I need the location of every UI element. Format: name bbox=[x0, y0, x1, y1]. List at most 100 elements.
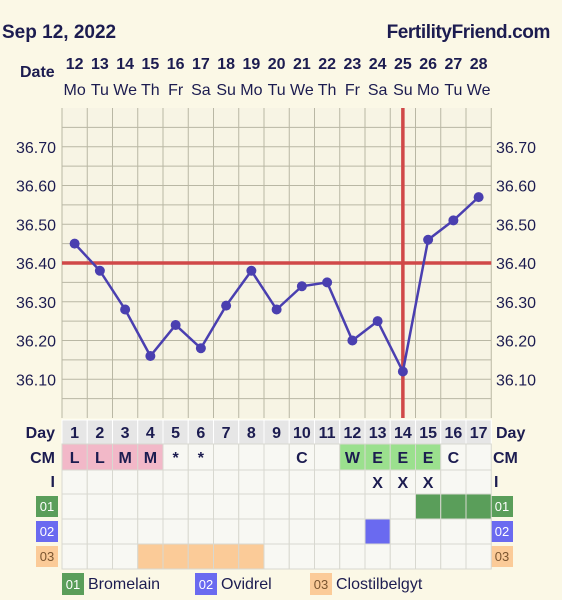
med-code-badge-left bbox=[36, 496, 58, 517]
y-tick-left: 36.30 bbox=[16, 295, 56, 312]
day-row-label: Day bbox=[26, 425, 55, 442]
cm-cell bbox=[364, 443, 391, 471]
med-code-left: 01 bbox=[40, 499, 54, 514]
temperature-point bbox=[246, 265, 257, 276]
date-label: 17 bbox=[192, 56, 210, 73]
y-tick-right: 36.60 bbox=[496, 179, 536, 196]
date-label: 14 bbox=[116, 56, 134, 73]
weekday-label: Mo bbox=[240, 82, 262, 99]
med-cell bbox=[187, 493, 214, 520]
med-cell bbox=[112, 493, 139, 520]
intercourse-cell bbox=[162, 469, 189, 495]
med-cell bbox=[213, 518, 240, 545]
weekday-label: Tu bbox=[444, 82, 462, 99]
weekday-label: Tu bbox=[91, 82, 109, 99]
med-code-right: 02 bbox=[495, 524, 509, 539]
date-label: 26 bbox=[419, 56, 437, 73]
cm-value: M bbox=[144, 450, 157, 467]
day-number: 2 bbox=[95, 425, 104, 442]
weekday-label: We bbox=[113, 82, 137, 99]
chart-date: Sep 12, 2022 bbox=[2, 22, 117, 43]
day-number: 14 bbox=[394, 425, 412, 442]
date-label: 16 bbox=[167, 56, 185, 73]
day-number: 11 bbox=[319, 425, 336, 442]
med-code-left: 03 bbox=[40, 549, 54, 564]
intercourse-cell bbox=[112, 469, 139, 495]
y-tick-right: 36.10 bbox=[496, 372, 536, 389]
weekday-label: Th bbox=[318, 82, 337, 99]
cm-value: * bbox=[173, 450, 180, 467]
day-cell bbox=[263, 419, 290, 445]
med-cell bbox=[339, 518, 366, 545]
med-cell bbox=[263, 493, 290, 520]
med-cell bbox=[440, 493, 467, 520]
day-number: 5 bbox=[171, 425, 180, 442]
date-label: 25 bbox=[394, 56, 412, 73]
med-cell bbox=[415, 493, 442, 520]
intercourse-cell bbox=[86, 469, 113, 495]
temperature-point bbox=[322, 277, 333, 288]
weekday-label: Fr bbox=[345, 82, 361, 99]
date-label: 12 bbox=[66, 56, 84, 73]
cm-cell bbox=[112, 443, 139, 471]
med-cell bbox=[61, 543, 88, 570]
legend-code: 03 bbox=[314, 577, 328, 592]
temperature-point bbox=[473, 192, 484, 203]
med-cell bbox=[465, 543, 492, 570]
day-number: 12 bbox=[343, 425, 361, 442]
intercourse-cell bbox=[314, 469, 341, 495]
date-label: 13 bbox=[91, 56, 109, 73]
med-cell bbox=[314, 543, 341, 570]
med-cell bbox=[213, 543, 240, 570]
med-cell bbox=[238, 543, 265, 570]
day-number: 17 bbox=[470, 425, 488, 442]
med-cell bbox=[389, 543, 416, 570]
day-number: 7 bbox=[222, 425, 231, 442]
day-cell bbox=[364, 419, 391, 445]
date-row-label: Date bbox=[20, 64, 55, 81]
y-tick-left: 36.70 bbox=[16, 140, 56, 157]
intercourse-cell bbox=[61, 469, 88, 495]
day-number: 10 bbox=[293, 425, 311, 442]
temperature-point bbox=[448, 215, 459, 226]
day-number: 6 bbox=[196, 425, 205, 442]
cm-cell bbox=[339, 443, 366, 471]
med-cell bbox=[162, 493, 189, 520]
weekday-label: Mo bbox=[417, 82, 439, 99]
med-cell bbox=[465, 493, 492, 520]
weekday-label: We bbox=[467, 82, 491, 99]
med-cell bbox=[86, 543, 113, 570]
day-cell bbox=[112, 419, 139, 445]
temperature-point bbox=[372, 316, 383, 327]
cm-value: C bbox=[448, 450, 460, 467]
date-label: 19 bbox=[242, 56, 260, 73]
med-cell bbox=[288, 493, 315, 520]
date-label: 22 bbox=[318, 56, 336, 73]
legend-code: 02 bbox=[199, 577, 213, 592]
y-tick-left: 36.60 bbox=[16, 179, 56, 196]
cm-value: W bbox=[345, 450, 361, 467]
legend-swatch bbox=[310, 573, 332, 595]
intercourse-cell bbox=[238, 469, 265, 495]
day-number: 1 bbox=[70, 425, 79, 442]
weekday-label: Su bbox=[393, 82, 413, 99]
day-number: 15 bbox=[419, 425, 437, 442]
med-cell bbox=[288, 543, 315, 570]
intercourse-cell bbox=[364, 469, 391, 495]
day-number: 13 bbox=[369, 425, 387, 442]
med-cell bbox=[137, 543, 164, 570]
cm-value: L bbox=[70, 450, 80, 467]
intercourse-mark: X bbox=[398, 475, 409, 492]
y-tick-right: 36.70 bbox=[496, 140, 536, 157]
med-cell bbox=[112, 518, 139, 545]
med-cell bbox=[137, 518, 164, 545]
med-code-badge-left bbox=[36, 521, 58, 542]
med-cell bbox=[61, 493, 88, 520]
med-cell bbox=[440, 543, 467, 570]
med-cell bbox=[339, 493, 366, 520]
temperature-point bbox=[145, 351, 156, 361]
date-label: 28 bbox=[470, 56, 488, 73]
temperature-point bbox=[195, 343, 206, 354]
intercourse-cell bbox=[339, 469, 366, 495]
